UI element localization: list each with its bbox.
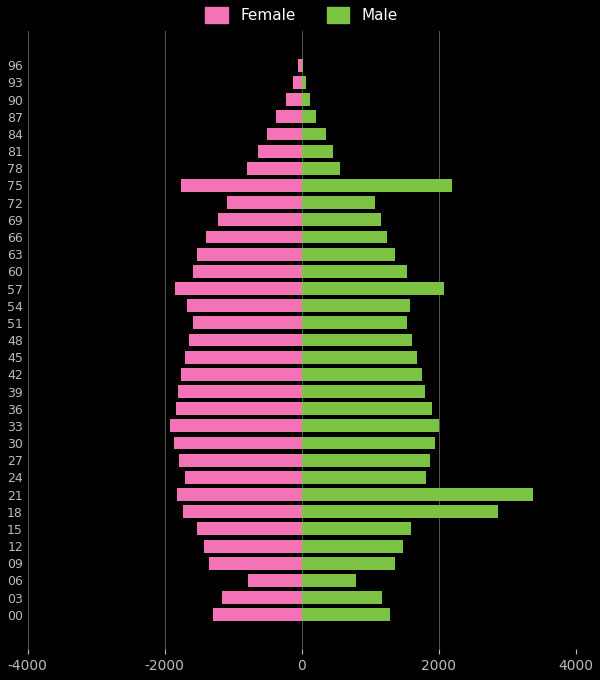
Bar — [177, 488, 302, 501]
Legend: Female, Male: Female, Male — [199, 1, 404, 29]
Bar — [302, 197, 375, 209]
Bar — [302, 385, 425, 398]
Bar — [302, 505, 498, 518]
Bar — [302, 179, 452, 192]
Bar — [302, 574, 356, 587]
Bar — [302, 93, 310, 106]
Bar — [302, 265, 407, 277]
Bar — [302, 162, 340, 175]
Bar — [179, 454, 302, 466]
Bar — [302, 420, 439, 432]
Bar — [302, 145, 333, 158]
Bar — [302, 316, 407, 329]
Bar — [302, 128, 326, 140]
Bar — [181, 368, 302, 381]
Bar — [302, 282, 444, 295]
Bar — [258, 145, 302, 158]
Bar — [302, 231, 387, 243]
Bar — [185, 351, 302, 364]
Bar — [182, 505, 302, 518]
Bar — [267, 128, 302, 140]
Bar — [302, 351, 418, 364]
Bar — [248, 574, 302, 587]
Bar — [302, 540, 403, 553]
Bar — [187, 299, 302, 312]
Bar — [175, 282, 302, 295]
Bar — [193, 316, 302, 329]
Bar — [247, 162, 302, 175]
Bar — [302, 59, 304, 71]
Bar — [176, 403, 302, 415]
Bar — [302, 557, 395, 570]
Bar — [185, 471, 302, 484]
Bar — [181, 179, 302, 192]
Bar — [302, 488, 533, 501]
Bar — [189, 334, 302, 347]
Bar — [218, 214, 302, 226]
Bar — [204, 540, 302, 553]
Bar — [173, 437, 302, 449]
Bar — [302, 214, 381, 226]
Bar — [206, 231, 302, 243]
Bar — [302, 110, 316, 123]
Bar — [302, 522, 410, 535]
Bar — [302, 403, 433, 415]
Bar — [302, 471, 426, 484]
Bar — [178, 385, 302, 398]
Bar — [197, 522, 302, 535]
Bar — [221, 591, 302, 604]
Bar — [170, 420, 302, 432]
Bar — [302, 248, 395, 260]
Bar — [302, 76, 306, 89]
Bar — [193, 265, 302, 277]
Bar — [302, 609, 390, 622]
Bar — [302, 437, 434, 449]
Bar — [293, 76, 302, 89]
Bar — [302, 334, 412, 347]
Bar — [302, 591, 382, 604]
Bar — [286, 93, 302, 106]
Bar — [298, 59, 302, 71]
Bar — [302, 368, 422, 381]
Bar — [209, 557, 302, 570]
Bar — [197, 248, 302, 260]
Bar — [227, 197, 302, 209]
Bar — [277, 110, 302, 123]
Bar — [302, 454, 430, 466]
Bar — [302, 299, 410, 312]
Bar — [214, 609, 302, 622]
